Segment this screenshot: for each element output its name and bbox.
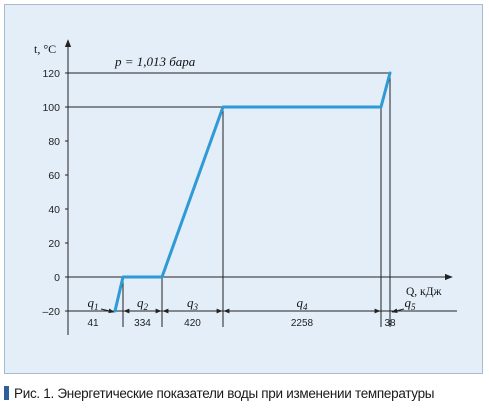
segment-energy-label: 2258 — [291, 318, 314, 329]
temperature-curve — [113, 71, 392, 313]
q5-arrow — [391, 308, 405, 314]
caption-text: Рис. 1. Энергетические показатели воды п… — [14, 385, 435, 401]
y-tick-label: 100 — [42, 102, 60, 114]
chart: 120 100 80 60 40 20 0 –20 t, °C p = 1,013 бара Q, … — [34, 39, 457, 335]
y-tick-label: 80 — [48, 136, 60, 148]
y-tick-label: 40 — [48, 204, 60, 216]
segment-energy-label: 38 — [384, 318, 396, 329]
segment-q-label: q1 — [88, 295, 99, 312]
y-tick-label: 120 — [42, 68, 60, 80]
segment-energy-label: 334 — [134, 318, 151, 329]
segment-energy-label: 420 — [184, 318, 201, 329]
segment-q-label: q4 — [297, 295, 309, 312]
y-tick-label: 0 — [54, 272, 60, 284]
segment-q-label: q3 — [187, 295, 199, 312]
pressure-annotation: p = 1,013 бара — [114, 54, 196, 69]
segment-q-label: q2 — [137, 295, 149, 312]
q1-arrow — [100, 308, 115, 314]
caption-marker — [4, 386, 9, 400]
y-tick-label: 20 — [48, 238, 60, 250]
x-axis-label: Q, кДж — [406, 286, 441, 298]
y-tick-label: –20 — [42, 306, 60, 318]
figure-panel: 120 100 80 60 40 20 0 –20 t, °C p = 1,013 бара Q, … — [4, 4, 483, 374]
y-axis-label: t, °C — [34, 42, 56, 56]
y-tick-label: 60 — [48, 170, 60, 182]
figure-caption: Рис. 1. Энергетические показатели воды п… — [4, 382, 489, 404]
segment-energy-label: 41 — [87, 318, 99, 329]
segment-q-label: q5 — [405, 295, 417, 312]
